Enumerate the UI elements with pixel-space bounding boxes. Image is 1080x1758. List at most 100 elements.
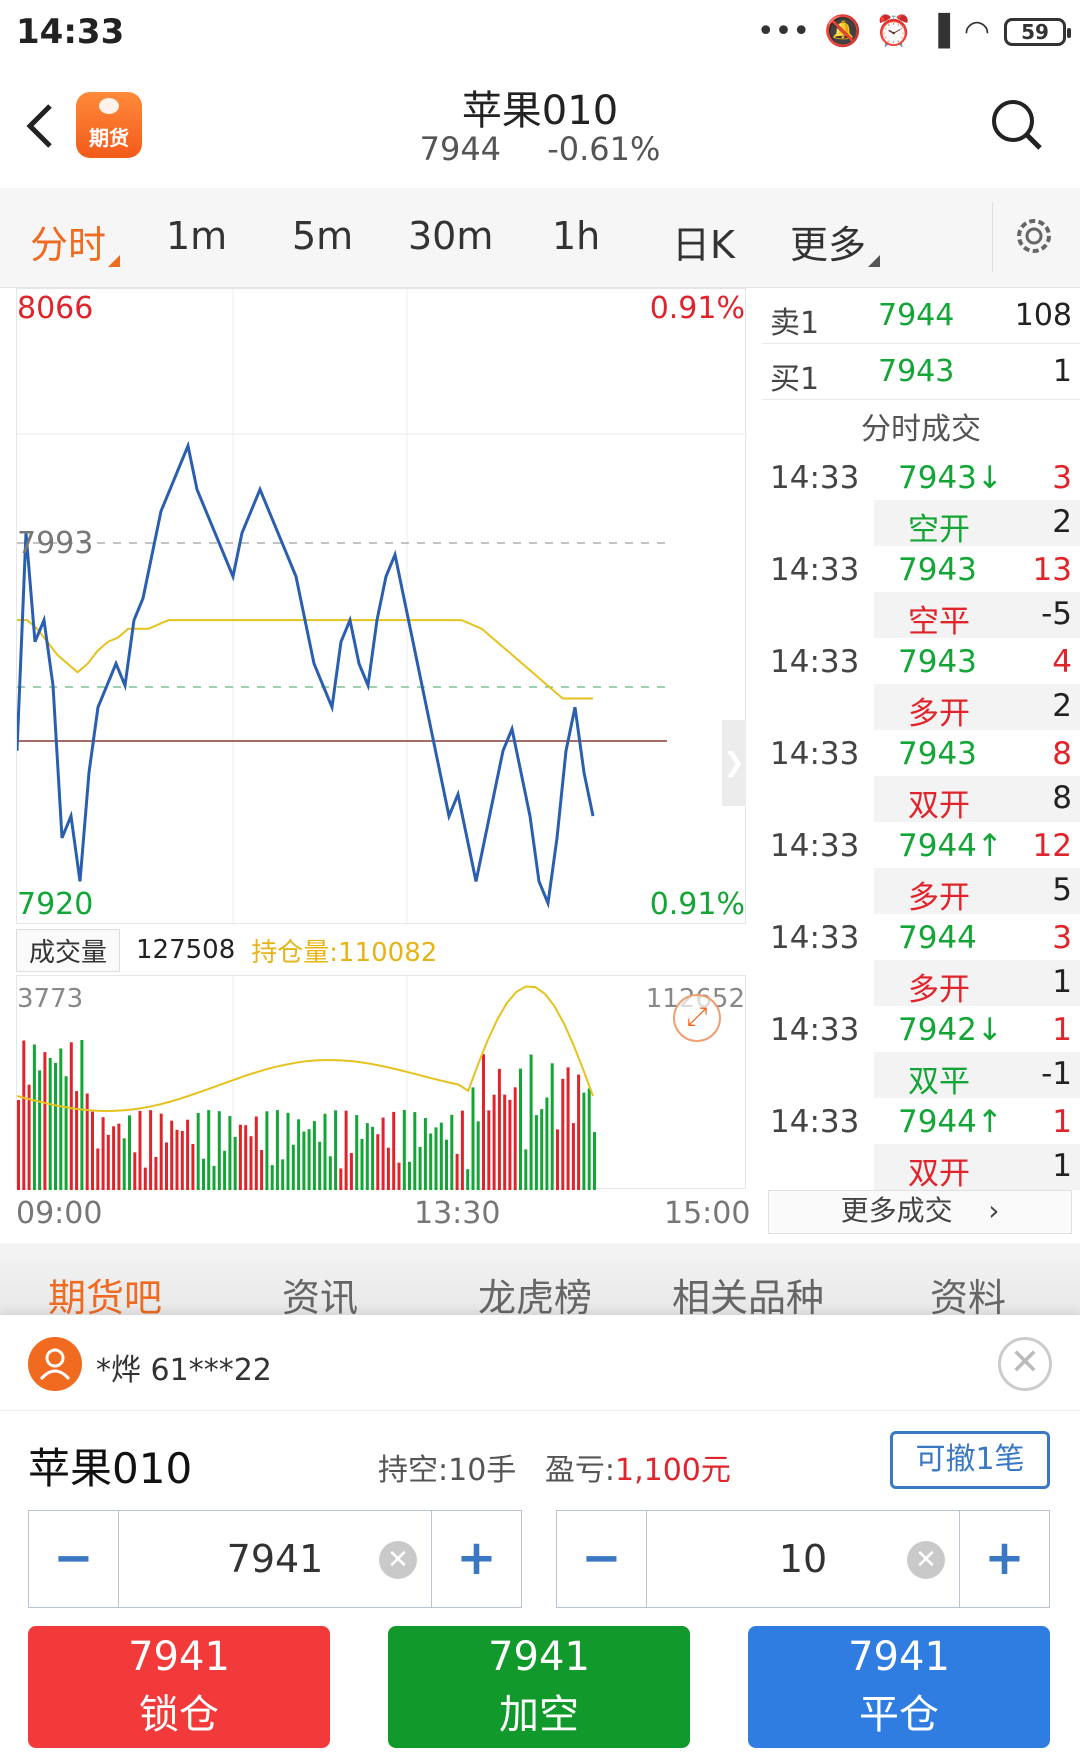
- instrument-name: 苹果010: [28, 1444, 193, 1493]
- trade-price: 7942↓: [898, 1012, 1003, 1048]
- volume-bar: [96, 1148, 100, 1190]
- lock-position-button[interactable]: 7941 锁仓: [28, 1626, 330, 1748]
- tab-leaderboard[interactable]: 龙虎榜: [478, 1276, 593, 1320]
- intraday-chart[interactable]: 8066 0.91% 7993 7920 0.91%: [15, 288, 747, 925]
- price-increment-button[interactable]: +: [431, 1511, 521, 1607]
- trade-row: 14:33 7943↓ 3: [762, 460, 1080, 506]
- volume-bar: [159, 1113, 163, 1190]
- tab-news[interactable]: 资讯: [282, 1276, 359, 1320]
- volume-value: 127508: [136, 935, 236, 965]
- volume-bar: [344, 1110, 348, 1190]
- volume-bar: [434, 1127, 438, 1190]
- qty-increment-button[interactable]: +: [959, 1511, 1049, 1607]
- volume-tag[interactable]: 成交量: [16, 928, 121, 972]
- price-stepper: − 7941 ✕ +: [28, 1510, 522, 1608]
- futures-logo[interactable]: 期货: [76, 92, 142, 158]
- price-line: [15, 440, 595, 909]
- tab-1h[interactable]: 1h: [552, 214, 601, 258]
- close-label: 平仓: [859, 1692, 939, 1738]
- price-chart-svg: [15, 289, 747, 925]
- clear-qty-icon[interactable]: ✕: [907, 1541, 945, 1579]
- volume-bar: [365, 1123, 369, 1190]
- volume-chart[interactable]: 3773 112652 ⤢: [16, 975, 746, 1190]
- settings-button[interactable]: [1010, 212, 1058, 260]
- tab-profile[interactable]: 资料: [930, 1276, 1007, 1320]
- price-input[interactable]: 7941: [226, 1537, 324, 1581]
- ask-price: 7944: [878, 298, 955, 333]
- tab-futures-forum[interactable]: 期货吧: [48, 1276, 163, 1320]
- volume-bar: [175, 1129, 179, 1190]
- tab-divider: [992, 202, 993, 272]
- tab-related[interactable]: 相关品种: [672, 1276, 825, 1320]
- volume-bar: [593, 1132, 596, 1190]
- volume-bar: [450, 1114, 454, 1190]
- header: 期货 苹果010 7944 -0.61%: [0, 70, 1080, 188]
- close-panel-button[interactable]: ✕: [998, 1337, 1052, 1391]
- back-button[interactable]: [22, 98, 62, 154]
- clear-price-icon[interactable]: ✕: [379, 1541, 417, 1579]
- trade-oi-delta: 5: [1052, 872, 1072, 908]
- volume-bar: [582, 1092, 586, 1190]
- row-shade: [874, 1144, 1080, 1190]
- user-icon: [39, 1348, 71, 1381]
- volume-bar: [307, 1129, 311, 1190]
- cancel-orders-button[interactable]: 可撤1笔: [890, 1431, 1050, 1489]
- y-min-pct-label: 0.91%: [649, 887, 745, 922]
- price-decrement-button[interactable]: −: [29, 1511, 119, 1607]
- gear-icon: [1017, 219, 1051, 253]
- volume-bar: [577, 1074, 581, 1190]
- tab-1m[interactable]: 1m: [166, 214, 228, 258]
- fullscreen-expand-icon[interactable]: ⤢: [673, 994, 721, 1042]
- expand-side-toggle[interactable]: ❯: [722, 720, 746, 806]
- trade-time: 14:33: [770, 460, 860, 496]
- volume-bar: [334, 1110, 338, 1190]
- volume-bar: [418, 1146, 422, 1190]
- content-tabs: 期货吧 资讯 龙虎榜 相关品种 资料: [0, 1243, 1080, 1320]
- close-position-button[interactable]: 7941 平仓: [748, 1626, 1050, 1748]
- volume-bar: [392, 1111, 396, 1190]
- bid-label: 买1: [770, 362, 820, 397]
- tab-30m[interactable]: 30m: [408, 214, 494, 258]
- status-bar: 14:33 ••• 🔕 ⏰ ▐ ◠ 59: [0, 0, 1080, 70]
- tab-more[interactable]: 更多: [790, 214, 881, 269]
- volume-bar: [17, 1100, 20, 1190]
- trade-time: 14:33: [770, 920, 860, 956]
- tab-5m[interactable]: 5m: [292, 214, 354, 258]
- row-shade: [874, 776, 1080, 822]
- volume-bar: [291, 1144, 295, 1190]
- volume-bar: [117, 1123, 121, 1190]
- quantity-input[interactable]: 10: [778, 1537, 828, 1581]
- volume-header: 成交量 127508 持仓量:110082: [16, 928, 437, 972]
- volume-bar: [318, 1141, 322, 1190]
- avatar[interactable]: [28, 1337, 82, 1391]
- trade-kind: 多开: [908, 880, 970, 916]
- volume-bar: [471, 1087, 475, 1190]
- volume-bar: [328, 1156, 332, 1190]
- volume-bar: [487, 1110, 491, 1190]
- row-shade: [874, 960, 1080, 1006]
- back-arrow-icon: [26, 104, 52, 148]
- search-button[interactable]: [990, 98, 1044, 152]
- trade-kind-row: 双开 8: [762, 776, 1080, 826]
- add-short-button[interactable]: 7941 加空: [388, 1626, 690, 1748]
- y-mid-label: 7993: [17, 526, 94, 561]
- signal-icon: ▐: [926, 14, 950, 49]
- more-trades-label: 更多成交: [840, 1194, 953, 1227]
- trade-kind: 双平: [908, 1064, 970, 1100]
- time-mid-label: 13:30: [414, 1196, 501, 1231]
- more-trades-button[interactable]: 更多成交 ›: [768, 1190, 1072, 1234]
- volume-bar: [106, 1134, 110, 1190]
- add-short-price: 7941: [488, 1634, 590, 1680]
- volume-bar: [323, 1113, 327, 1190]
- trade-qty: 3: [1052, 920, 1072, 956]
- trade-oi-delta: 2: [1052, 688, 1072, 724]
- volume-bar: [43, 1052, 47, 1190]
- qty-decrement-button[interactable]: −: [557, 1511, 647, 1607]
- volume-bar: [561, 1078, 565, 1190]
- volume-bar: [122, 1138, 126, 1190]
- tab-daily-k[interactable]: 日K: [672, 223, 735, 267]
- volume-bar: [170, 1120, 174, 1190]
- tab-intraday[interactable]: 分时: [30, 214, 121, 269]
- volume-bar: [297, 1119, 301, 1190]
- volume-bar: [429, 1133, 433, 1190]
